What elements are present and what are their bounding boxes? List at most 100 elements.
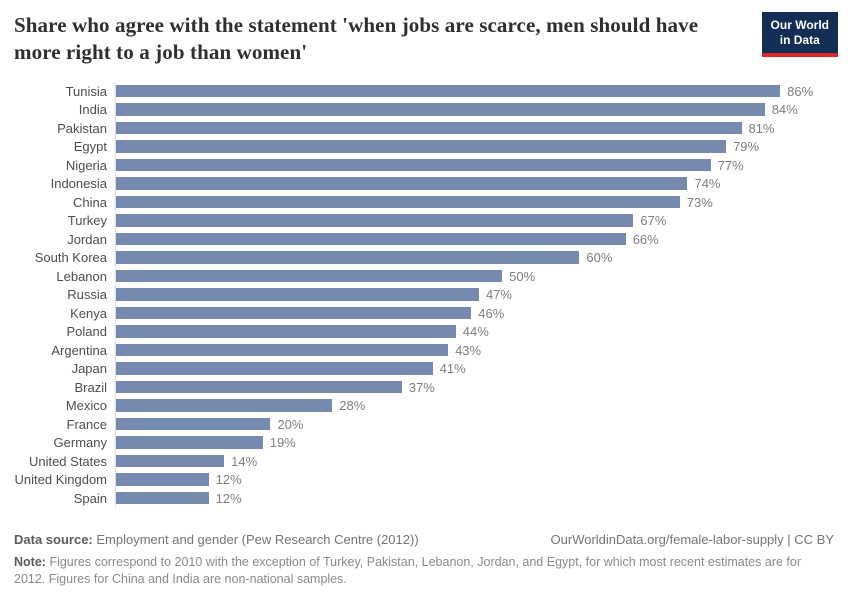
bar[interactable] bbox=[116, 399, 333, 412]
value-label: 19% bbox=[269, 435, 296, 450]
value-label: 86% bbox=[787, 83, 814, 99]
bar-area: 84% bbox=[115, 100, 834, 119]
bar-area: 19% bbox=[115, 433, 834, 452]
chart-row: Kenya 46% bbox=[14, 303, 834, 323]
country-label: Mexico bbox=[65, 398, 107, 413]
bar-area: 50% bbox=[115, 266, 834, 286]
bar[interactable] bbox=[116, 343, 449, 357]
value-label: 67% bbox=[640, 213, 667, 228]
data-source-text: Employment and gender (Pew Research Cent… bbox=[96, 532, 419, 548]
chart-title: Share who agree with the statement 'when… bbox=[14, 13, 699, 64]
value-label: 60% bbox=[586, 250, 613, 265]
value-label: 79% bbox=[733, 139, 760, 154]
value-label: 84% bbox=[771, 102, 798, 117]
bar-area: 37% bbox=[115, 377, 834, 397]
bar[interactable] bbox=[116, 473, 209, 486]
chart-row: Turkey 67% bbox=[14, 211, 834, 230]
bar-area: 77% bbox=[115, 155, 834, 175]
bar-area: 12% bbox=[115, 470, 834, 489]
bar-area: 67% bbox=[115, 211, 834, 230]
chart-row: United States 14% bbox=[14, 451, 834, 471]
bar[interactable] bbox=[116, 121, 742, 135]
chart-row: Brazil 37% bbox=[14, 377, 834, 397]
owid-logo-line2: in Data bbox=[779, 33, 820, 47]
bar[interactable] bbox=[116, 158, 711, 172]
bar[interactable] bbox=[116, 491, 209, 505]
chart-row: India 84% bbox=[14, 100, 834, 119]
country-label: Pakistan bbox=[57, 120, 107, 136]
bar-area: 79% bbox=[115, 137, 834, 156]
country-label: Brazil bbox=[74, 379, 107, 395]
chart-row: Poland 44% bbox=[14, 322, 834, 341]
bar[interactable] bbox=[116, 454, 225, 468]
country-label: Tunisia bbox=[65, 83, 107, 99]
data-source: Data source: Employment and gender (Pew … bbox=[14, 532, 419, 547]
value-label: 12% bbox=[215, 472, 242, 487]
value-label: 28% bbox=[339, 398, 366, 413]
chart-row: Japan 41% bbox=[14, 359, 834, 378]
footer-source-line: Data source: Employment and gender (Pew … bbox=[14, 532, 834, 547]
country-label: United States bbox=[28, 453, 107, 469]
bar[interactable] bbox=[116, 84, 781, 98]
value-label: 14% bbox=[231, 453, 258, 469]
note-text: Figures correspond to 2010 with the exce… bbox=[14, 555, 801, 587]
country-label: France bbox=[66, 416, 107, 432]
country-label: India bbox=[78, 102, 107, 117]
bar-area: 86% bbox=[115, 81, 834, 101]
bar-area: 81% bbox=[115, 118, 834, 138]
bar[interactable] bbox=[116, 306, 472, 320]
bar[interactable] bbox=[116, 325, 456, 338]
owid-logo[interactable]: Our World in Data bbox=[761, 12, 838, 57]
country-label: Indonesia bbox=[50, 176, 107, 191]
country-label: Spain bbox=[73, 490, 107, 506]
chart-row: Spain 12% bbox=[14, 488, 834, 508]
bar-area: 20% bbox=[115, 414, 834, 434]
bar[interactable] bbox=[116, 214, 634, 227]
country-label: South Korea bbox=[34, 250, 107, 265]
bar[interactable] bbox=[116, 232, 626, 246]
footer: Data source: Employment and gender (Pew … bbox=[14, 532, 834, 588]
bar[interactable] bbox=[116, 436, 263, 449]
header: Share who agree with the statement 'when… bbox=[14, 12, 838, 66]
bar-area: 47% bbox=[115, 285, 834, 304]
country-label: Jordan bbox=[67, 231, 107, 247]
value-label: 77% bbox=[717, 157, 744, 173]
chart-row: Lebanon 50% bbox=[14, 266, 834, 286]
country-label: Egypt bbox=[73, 139, 107, 154]
bar[interactable] bbox=[116, 140, 727, 153]
bar[interactable] bbox=[116, 195, 680, 209]
value-label: 46% bbox=[478, 305, 505, 321]
bar-area: 74% bbox=[115, 174, 834, 193]
chart-row: South Korea 60% bbox=[14, 248, 834, 267]
bar[interactable] bbox=[116, 269, 503, 283]
bar-area: 43% bbox=[115, 340, 834, 360]
country-label: Germany bbox=[53, 435, 107, 450]
value-label: 43% bbox=[455, 342, 482, 358]
bar[interactable] bbox=[116, 288, 479, 301]
value-label: 66% bbox=[632, 231, 659, 247]
bar[interactable] bbox=[116, 380, 402, 394]
bar-area: 66% bbox=[115, 229, 834, 249]
value-label: 50% bbox=[509, 268, 536, 284]
bar[interactable] bbox=[116, 177, 688, 190]
bar[interactable] bbox=[116, 103, 765, 116]
bar[interactable] bbox=[116, 251, 580, 264]
chart-row: Indonesia 74% bbox=[14, 174, 834, 193]
bar[interactable] bbox=[116, 362, 433, 375]
owid-logo-line1: Our World bbox=[770, 18, 829, 32]
owid-url-link[interactable]: OurWorldinData.org/female-labor-supply |… bbox=[550, 532, 834, 548]
country-label: Japan bbox=[71, 361, 107, 376]
chart-row: China 73% bbox=[14, 192, 834, 212]
chart-row: Jordan 66% bbox=[14, 229, 834, 249]
chart-row: Egypt 79% bbox=[14, 137, 834, 156]
value-label: 47% bbox=[485, 287, 512, 302]
bar-chart: Tunisia 86% India 84% Pakistan 81% Egypt bbox=[14, 81, 834, 508]
chart-row: Nigeria 77% bbox=[14, 155, 834, 175]
bar-area: 60% bbox=[115, 248, 834, 267]
value-label: 37% bbox=[408, 379, 435, 395]
chart-row: Tunisia 86% bbox=[14, 81, 834, 101]
value-label: 41% bbox=[439, 361, 466, 376]
bar-area: 14% bbox=[115, 451, 834, 471]
bar[interactable] bbox=[116, 417, 271, 431]
